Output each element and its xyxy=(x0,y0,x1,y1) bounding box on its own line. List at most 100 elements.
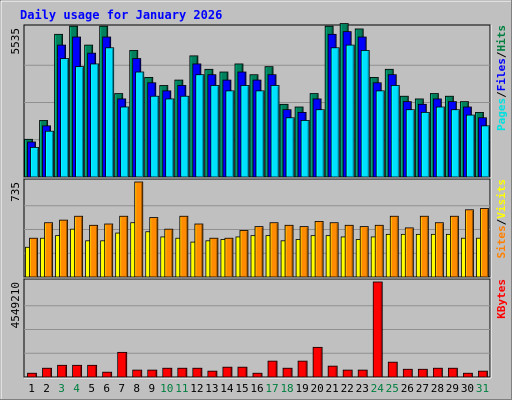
x-tick-label: 2 xyxy=(43,382,50,395)
hits-bar-pages xyxy=(405,109,415,178)
x-tick-label: 8 xyxy=(133,382,140,395)
kbytes-bar-kbytes xyxy=(42,367,52,378)
x-tick-label: 1 xyxy=(28,382,35,395)
kbytes-bar-kbytes xyxy=(327,365,338,378)
hits-bar-pages xyxy=(390,85,400,178)
kbytes-bar-kbytes xyxy=(207,370,218,378)
legend-item: / xyxy=(495,218,508,225)
hits-bar-pages xyxy=(30,146,39,178)
visits-bar-sites xyxy=(209,237,219,278)
x-tick-label: 30 xyxy=(461,382,474,395)
kbytes-bar-kbytes xyxy=(417,368,428,378)
x-tick-label: 3 xyxy=(58,382,65,395)
kbytes-bar-kbytes xyxy=(102,371,113,378)
hits-panel: 5535 Pages/Files/Hits xyxy=(9,23,508,179)
x-tick-label: 12 xyxy=(190,382,203,395)
visits-bar-sites xyxy=(314,221,324,278)
visits-bar-sites xyxy=(450,215,459,278)
legend-item: Pages xyxy=(495,98,508,131)
kbytes-bar-kbytes xyxy=(177,367,188,378)
visits-bar-sites xyxy=(134,181,144,278)
kbytes-bar-kbytes xyxy=(132,369,143,378)
hits-bar-pages xyxy=(240,85,250,178)
kbytes-bar-kbytes xyxy=(432,367,443,378)
visits-bar-sites xyxy=(44,222,53,278)
x-tick-label: 18 xyxy=(280,382,293,395)
x-tick-label: 14 xyxy=(220,382,234,395)
hits-bar-pages xyxy=(75,66,85,178)
hits-bar-pages xyxy=(90,63,100,178)
visits-bar-sites xyxy=(164,228,174,278)
kbytes-bar-kbytes xyxy=(267,360,278,378)
visits-bar-sites xyxy=(329,222,339,278)
legend-item: / xyxy=(495,91,508,98)
x-tick-label: 5 xyxy=(88,382,95,395)
x-tick-label: 25 xyxy=(386,382,399,395)
visits-bar-sites xyxy=(224,237,234,278)
kbytes-bar-kbytes xyxy=(252,372,263,378)
hits-bar-pages xyxy=(345,44,355,178)
kbytes-bar-kbytes xyxy=(342,369,353,378)
visits-bar-sites xyxy=(89,224,99,278)
hits-bar-pages xyxy=(481,125,490,178)
x-tick-label: 20 xyxy=(311,382,324,395)
visits-bar-sites xyxy=(74,215,84,278)
hits-bar-pages xyxy=(285,117,295,178)
kbytes-bar-kbytes xyxy=(72,364,83,378)
kbytes-bar-kbytes xyxy=(387,361,398,378)
x-tick-label: 15 xyxy=(235,382,248,395)
hits-bar-pages xyxy=(420,111,430,178)
hits-bar-pages xyxy=(330,47,340,178)
x-tick-label: 10 xyxy=(160,382,173,395)
hits-bar-pages xyxy=(210,85,220,178)
x-tick-label: 11 xyxy=(175,382,188,395)
visits-bar-sites xyxy=(29,237,38,278)
x-tick-label: 28 xyxy=(431,382,444,395)
kbytes-bar-kbytes xyxy=(372,281,383,378)
hits-bar-pages xyxy=(135,71,145,178)
kbytes-bar-kbytes xyxy=(222,366,233,378)
kbytes-bar-kbytes xyxy=(282,367,293,378)
visits-bar-sites xyxy=(419,215,429,278)
visits-bar-sites xyxy=(284,224,294,278)
visits-bar-sites xyxy=(269,222,279,278)
x-tick-label: 6 xyxy=(103,382,110,395)
hits-bar-pages xyxy=(300,120,310,178)
kbytes-bar-kbytes xyxy=(463,372,473,378)
visits-bar-sites xyxy=(374,224,384,278)
x-tick-label: 4 xyxy=(73,382,80,395)
visits-bar-sites xyxy=(404,227,414,278)
visits-bar-sites xyxy=(465,209,474,278)
x-tick-label: 31 xyxy=(476,382,489,395)
hits-ymax-label: 5535 xyxy=(9,28,22,55)
x-tick-label: 9 xyxy=(148,382,155,395)
chart-title: Daily usage for January 2026 xyxy=(20,8,222,22)
kbytes-bar-kbytes xyxy=(27,372,37,378)
hits-bar-pages xyxy=(435,106,445,178)
visits-bar-sites xyxy=(254,226,264,278)
x-tick-label: 16 xyxy=(250,382,263,395)
visits-legend: Sites/Visits xyxy=(495,179,508,259)
x-tick-label: 27 xyxy=(416,382,429,395)
hits-legend: Pages/Files/Hits xyxy=(495,25,508,131)
kbytes-bar-kbytes xyxy=(448,367,458,378)
kbytes-bar-kbytes xyxy=(478,370,488,378)
kbytes-bar-kbytes xyxy=(117,351,128,378)
visits-bar-sites xyxy=(149,217,159,278)
hits-bar-pages xyxy=(451,109,460,178)
kbytes-ymax-label: 4549210 xyxy=(9,282,22,328)
visits-bar-sites xyxy=(194,223,204,278)
visits-bar-sites xyxy=(179,215,189,278)
kbytes-bar-kbytes xyxy=(162,367,173,378)
hits-bar-pages xyxy=(375,90,385,178)
kbytes-bar-kbytes xyxy=(402,368,413,378)
x-tick-label: 22 xyxy=(341,382,354,395)
x-tick-label: 13 xyxy=(205,382,218,395)
visits-bar-sites xyxy=(299,226,309,278)
hits-bar-pages xyxy=(150,95,160,178)
kbytes-panel: 4549210 KBytes xyxy=(9,278,508,379)
x-tick-label: 21 xyxy=(326,382,339,395)
x-axis: 1 2 3 4 5 6 7 8 9 10 11 12 13 14 15 16 17 18 19 20 21 22 23 24 2… xyxy=(28,382,489,395)
visits-bar-sites xyxy=(434,222,444,278)
